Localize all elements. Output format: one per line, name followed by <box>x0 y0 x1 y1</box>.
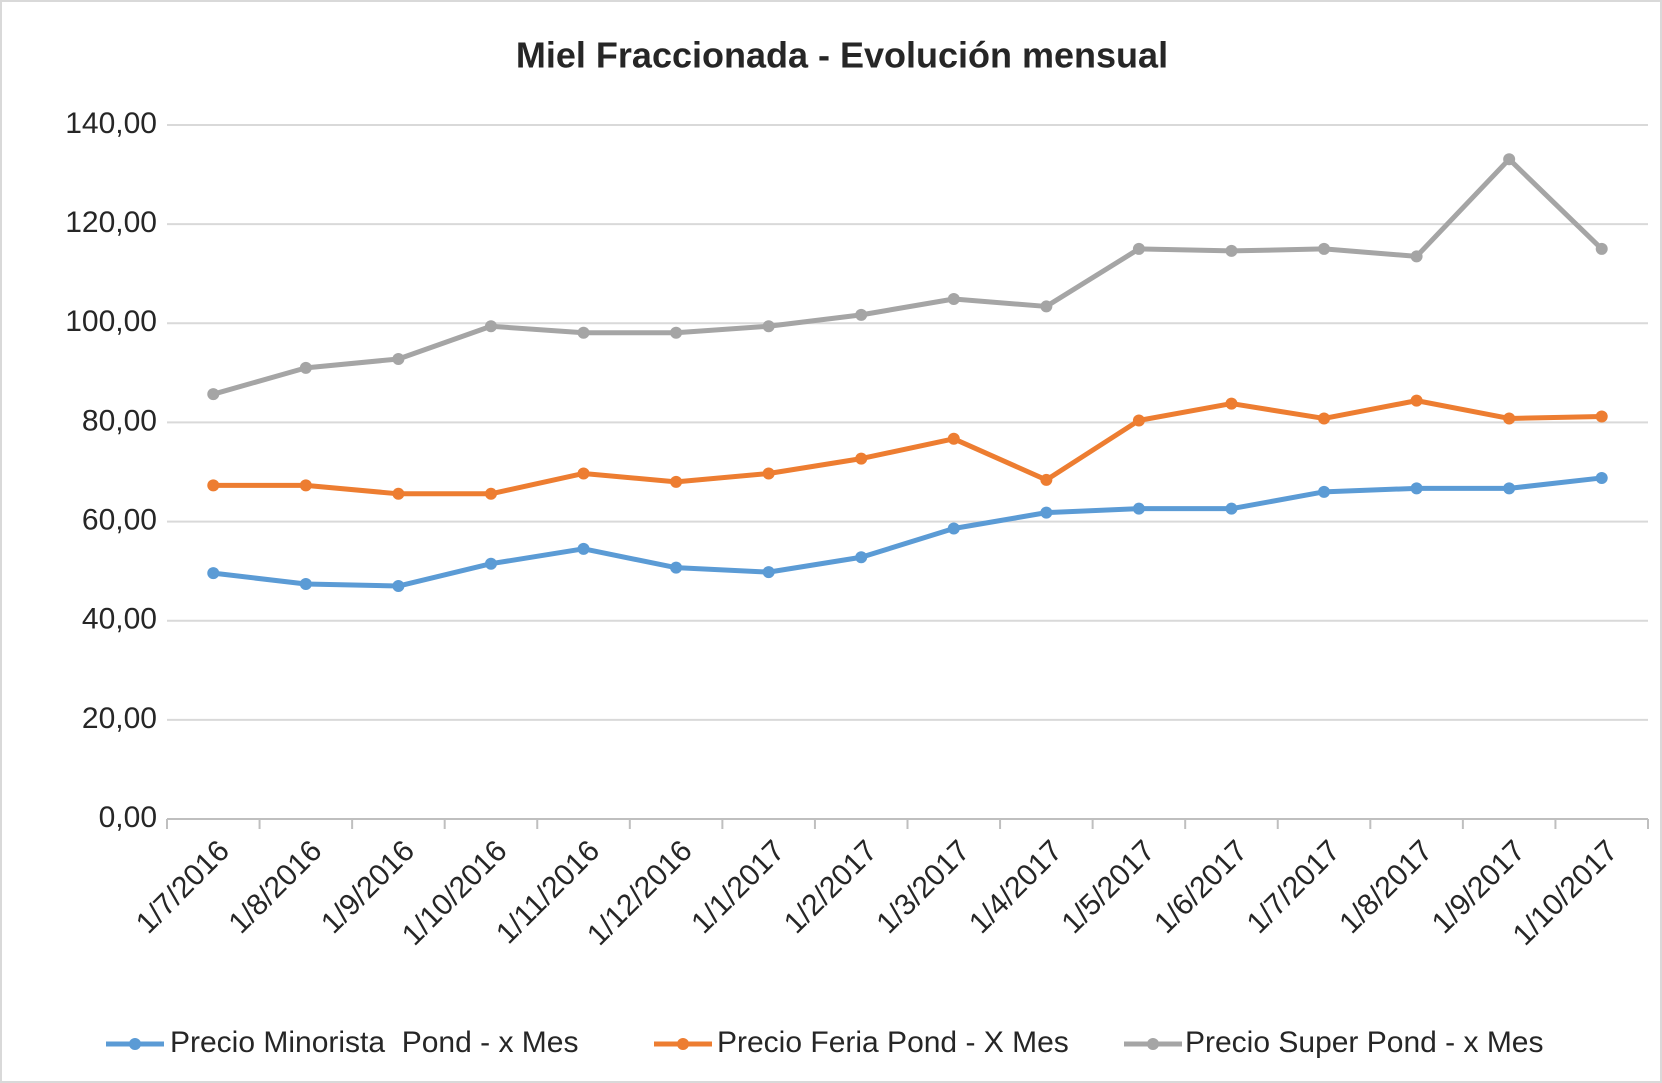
point <box>484 320 497 333</box>
y-tick-label: 100,00 <box>65 305 157 338</box>
point <box>392 487 405 500</box>
point <box>670 326 683 339</box>
point <box>855 452 868 465</box>
legend-marker <box>677 1038 689 1050</box>
point <box>947 292 960 305</box>
point <box>1225 397 1238 410</box>
point <box>207 567 220 580</box>
legend-label: Precio Feria Pond - X Mes <box>717 1026 1069 1059</box>
point <box>1503 412 1516 425</box>
point <box>207 388 220 401</box>
series-line <box>212 156 1604 397</box>
point <box>670 475 683 488</box>
point <box>762 566 775 579</box>
y-tick-label: 120,00 <box>65 206 157 239</box>
legend-label: Precio Super Pond - x Mes <box>1185 1026 1544 1059</box>
y-tick-label: 140,00 <box>65 107 157 140</box>
point <box>1318 485 1331 498</box>
y-tick-label: 20,00 <box>82 702 157 735</box>
point <box>1595 471 1608 484</box>
point <box>762 320 775 333</box>
point <box>1132 242 1145 255</box>
point <box>299 361 312 374</box>
point <box>484 487 497 500</box>
chart-title: Miel Fraccionada - Evolución mensual <box>516 35 1168 76</box>
legend-marker <box>129 1038 141 1050</box>
point <box>855 551 868 564</box>
point <box>947 432 960 445</box>
point <box>207 479 220 492</box>
point <box>1132 502 1145 515</box>
series-line <box>212 475 1602 589</box>
point <box>577 542 590 555</box>
point <box>1318 242 1331 255</box>
point <box>299 479 312 492</box>
point <box>762 467 775 480</box>
point <box>855 308 868 321</box>
point <box>1132 414 1145 427</box>
point <box>1503 482 1516 495</box>
y-tick-label: 80,00 <box>82 404 157 437</box>
point <box>577 467 590 480</box>
y-tick-label: 40,00 <box>82 603 157 636</box>
y-tick-label: 60,00 <box>82 503 157 536</box>
point <box>299 578 312 591</box>
point <box>1595 242 1608 255</box>
point <box>1225 502 1238 515</box>
point <box>1318 412 1331 425</box>
point <box>947 522 960 535</box>
point <box>1595 410 1608 423</box>
point <box>670 561 683 574</box>
y-tick-label: 0,00 <box>99 801 157 834</box>
point <box>1040 300 1053 313</box>
point <box>484 557 497 570</box>
legend-label: Precio Minorista Pond - x Mes <box>170 1026 578 1059</box>
point <box>392 352 405 365</box>
point <box>392 580 405 593</box>
legend-marker <box>1147 1038 1159 1050</box>
point <box>1410 250 1423 263</box>
point <box>577 326 590 339</box>
point <box>1040 506 1053 519</box>
point <box>1410 394 1423 407</box>
point <box>1410 482 1423 495</box>
point <box>1225 244 1238 257</box>
point <box>1040 473 1053 486</box>
point <box>1503 153 1516 166</box>
series-line <box>213 398 1602 497</box>
